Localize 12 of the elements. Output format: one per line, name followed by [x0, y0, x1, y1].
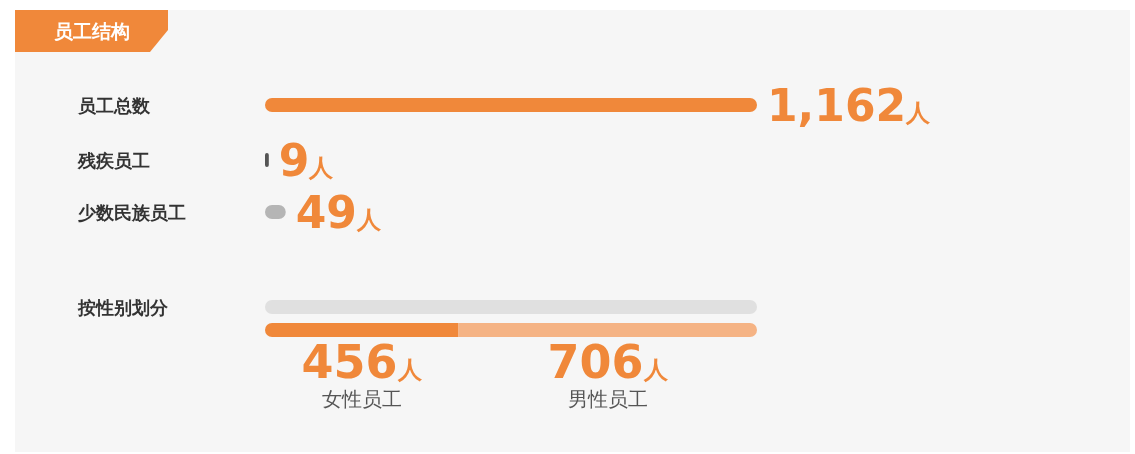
text: 员工结构	[54, 20, 130, 42]
y-tick-label: 少数民族员工	[78, 202, 186, 223]
data-label: 706人	[547, 335, 669, 389]
text: 女性员工	[321, 387, 402, 411]
y-tick-label: 按性别划分	[77, 297, 169, 318]
text: 男性员工	[567, 387, 648, 411]
y-tick-label: 员工总数	[77, 95, 151, 116]
data-label: 1,162人	[767, 80, 932, 131]
y-tick-label: 残疾员工	[77, 150, 150, 171]
data-label: 9人	[278, 135, 335, 186]
data-label: 49人	[295, 187, 382, 238]
data-label: 456人	[301, 335, 423, 389]
